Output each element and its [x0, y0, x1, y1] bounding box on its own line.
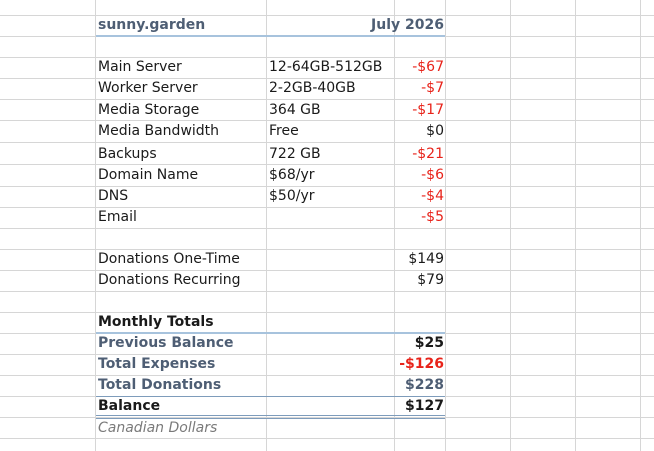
row-divider [0, 249, 654, 250]
row-divider [0, 417, 654, 418]
expense-spec[interactable]: Free [269, 123, 299, 139]
row-divider [0, 15, 654, 16]
donation-label[interactable]: Donations One-Time [98, 251, 240, 267]
expense-label[interactable]: Worker Server [98, 80, 198, 96]
row-divider [0, 354, 654, 355]
expense-amount[interactable]: $0 [426, 123, 444, 139]
expense-label[interactable]: DNS [98, 188, 129, 204]
row-divider [0, 228, 654, 229]
total-donations-label[interactable]: Total Donations [98, 377, 222, 393]
column-divider [394, 0, 395, 451]
expense-amount[interactable]: -$7 [421, 80, 444, 96]
expense-label[interactable]: Email [98, 209, 137, 225]
expense-amount[interactable]: -$67 [412, 59, 444, 75]
expense-amount[interactable]: -$5 [421, 209, 444, 225]
expense-spec[interactable]: 364 GB [269, 102, 321, 118]
balance-top-rule [96, 396, 445, 397]
row-divider [0, 99, 654, 100]
row-divider [0, 142, 654, 143]
total-expenses-amount[interactable]: -$126 [399, 356, 444, 372]
column-divider [95, 0, 96, 451]
expense-spec[interactable]: $50/yr [269, 188, 315, 204]
expense-amount[interactable]: -$6 [421, 167, 444, 183]
donation-label[interactable]: Donations Recurring [98, 272, 241, 288]
previous-balance-amount[interactable]: $25 [414, 335, 444, 351]
header-underline [96, 35, 445, 37]
expense-label[interactable]: Domain Name [98, 167, 199, 183]
column-divider [266, 0, 267, 451]
row-divider [0, 270, 654, 271]
balance-double-rule [96, 415, 445, 419]
column-divider [510, 0, 511, 451]
expense-label[interactable]: Media Storage [98, 102, 200, 118]
expense-amount[interactable]: -$21 [412, 146, 444, 162]
monthly-totals-heading[interactable]: Monthly Totals [98, 314, 214, 330]
expense-spec[interactable]: $68/yr [269, 167, 315, 183]
total-expenses-label[interactable]: Total Expenses [98, 356, 216, 372]
org-name[interactable]: sunny.garden [98, 17, 206, 33]
row-divider [0, 375, 654, 376]
row-divider [0, 438, 654, 439]
column-divider [575, 0, 576, 451]
row-divider [0, 120, 654, 121]
column-divider [640, 0, 641, 451]
expense-spec[interactable]: 2-2GB-40GB [269, 80, 356, 96]
row-divider [0, 57, 654, 58]
total-donations-amount[interactable]: $228 [405, 377, 444, 393]
row-divider [0, 207, 654, 208]
row-divider [0, 78, 654, 79]
row-divider [0, 312, 654, 313]
totals-underline [96, 332, 445, 334]
expense-spec[interactable] [269, 207, 393, 228]
currency-note[interactable]: Canadian Dollars [98, 420, 218, 436]
expense-label[interactable]: Media Bandwidth [98, 123, 220, 139]
expense-amount[interactable]: -$17 [412, 102, 444, 118]
expense-spec[interactable]: 722 GB [269, 146, 321, 162]
expense-spec[interactable]: 12-64GB-512GB [269, 59, 383, 75]
row-divider [0, 164, 654, 165]
expense-label[interactable]: Main Server [98, 59, 182, 75]
row-divider [0, 291, 654, 292]
column-divider [445, 0, 446, 451]
donation-amount[interactable]: $79 [417, 272, 444, 288]
donation-amount[interactable]: $149 [408, 251, 444, 267]
period-title[interactable]: July 2026 [371, 17, 444, 33]
balance-label[interactable]: Balance [98, 398, 161, 414]
previous-balance-label[interactable]: Previous Balance [98, 335, 234, 351]
expense-amount[interactable]: -$4 [421, 188, 444, 204]
row-divider [0, 186, 654, 187]
balance-amount[interactable]: $127 [405, 398, 444, 414]
expense-label[interactable]: Backups [98, 146, 157, 162]
